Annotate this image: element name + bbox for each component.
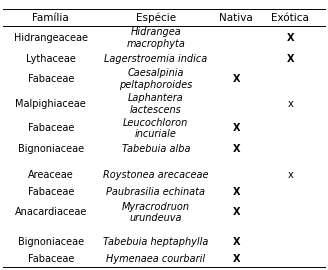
Text: Paubrasilia echinata: Paubrasilia echinata: [106, 187, 205, 197]
Text: X: X: [233, 74, 240, 84]
Text: X: X: [233, 254, 240, 264]
Text: Fabaceae: Fabaceae: [28, 187, 74, 197]
Text: Laphantera
lactescens: Laphantera lactescens: [128, 93, 184, 115]
Text: X: X: [233, 187, 240, 197]
Text: Exótica: Exótica: [271, 12, 309, 23]
Text: Nativa: Nativa: [219, 12, 253, 23]
Text: Roystonea arecaceae: Roystonea arecaceae: [103, 170, 209, 180]
Text: X: X: [233, 144, 240, 154]
Text: Fabaceae: Fabaceae: [28, 123, 74, 133]
Text: Malpighiaceae: Malpighiaceae: [15, 99, 86, 109]
Text: Lythaceae: Lythaceae: [26, 54, 76, 64]
Text: X: X: [233, 237, 240, 247]
Text: X: X: [233, 207, 240, 217]
Text: X: X: [287, 54, 294, 64]
Text: Bignoniaceae: Bignoniaceae: [18, 237, 84, 247]
Text: Tabebuia heptaphylla: Tabebuia heptaphylla: [103, 237, 209, 247]
Text: Hidrangeaceae: Hidrangeaceae: [14, 33, 88, 43]
Text: Areaceae: Areaceae: [28, 170, 74, 180]
Text: Espécie: Espécie: [136, 12, 176, 23]
Text: x: x: [287, 99, 293, 109]
Text: x: x: [287, 170, 293, 180]
Text: Família: Família: [32, 12, 69, 23]
Text: Tabebuia alba: Tabebuia alba: [122, 144, 190, 154]
Text: Caesalpinia
peltaphoroides: Caesalpinia peltaphoroides: [119, 69, 193, 90]
Text: Leucochloron
incuriale: Leucochloron incuriale: [123, 118, 188, 139]
Text: Myracrodruon
urundeuva: Myracrodruon urundeuva: [122, 202, 190, 223]
Text: Hidrangea
macrophyta: Hidrangea macrophyta: [126, 27, 185, 49]
Text: Fabaceae: Fabaceae: [28, 254, 74, 264]
Text: X: X: [233, 123, 240, 133]
Text: Lagerstroemia indica: Lagerstroemia indica: [104, 54, 207, 64]
Text: Anacardiaceae: Anacardiaceae: [15, 207, 87, 217]
Text: X: X: [287, 33, 294, 43]
Text: Bignoniaceae: Bignoniaceae: [18, 144, 84, 154]
Text: Hymenaea courbaril: Hymenaea courbaril: [106, 254, 205, 264]
Text: Fabaceae: Fabaceae: [28, 74, 74, 84]
